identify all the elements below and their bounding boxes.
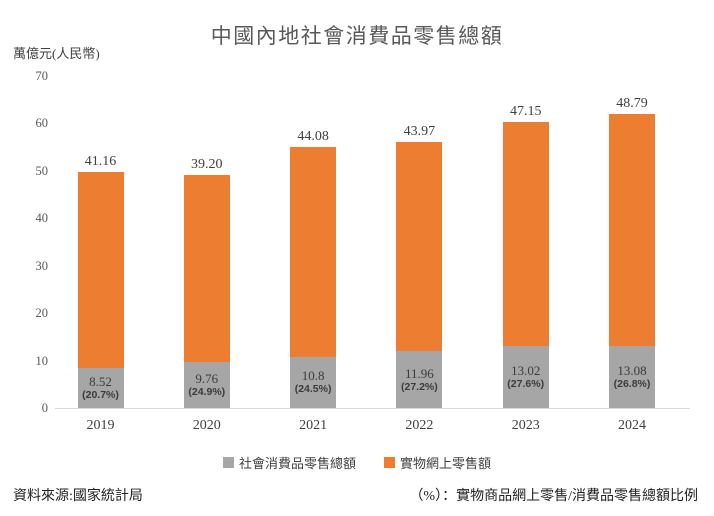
chart-title: 中國內地社會消費品零售總額: [210, 24, 504, 48]
percent-definition-note: （%）：實物商品網上零售/消費品零售總額比例: [409, 489, 698, 504]
legend-item-0: 社會消費品零售總額: [222, 453, 356, 472]
bar-2023-bottom-value-label: 13.02: [511, 363, 541, 379]
bar-2019-value-label: 41.16: [84, 154, 117, 170]
y-axis-tick-20: 20: [35, 306, 49, 320]
bar-2019-bottom-value-label: 8.52: [89, 373, 112, 389]
data-source-note: 資料來源:國家統計局: [13, 489, 143, 504]
y-axis-tick-0: 0: [41, 401, 48, 415]
bar-2021-segment-bottom: [290, 356, 337, 408]
bar-2022-inner-labels: 11.96 (27.2%): [379, 351, 459, 408]
x-axis-label-2023: 2023: [511, 418, 540, 433]
bar-2023-inner-labels: 13.02 (27.6%): [486, 346, 566, 408]
bar-2022-bottom-value-label: 11.96: [405, 365, 434, 381]
bar-2019-percent-label: (20.7%): [82, 388, 119, 401]
bar-2024-segment-top: [609, 114, 655, 346]
bar-2020-segment-bottom: [183, 361, 230, 408]
bar-2022-segment-top: [396, 142, 443, 352]
legend-label: 社會消費品零售總額: [238, 456, 356, 471]
bar-2024-inner-labels: 13.08 (26.8%): [592, 346, 672, 408]
bar-2022-segment-bottom: [396, 351, 443, 408]
bar-2021-segment-top: [290, 147, 337, 357]
bar-2023-value-label: 47.15: [509, 104, 542, 120]
y-axis-tick-10: 10: [35, 353, 49, 368]
bar-2021-value-label: 44.08: [297, 129, 329, 145]
y-axis-unit-label: 萬億元(人民幣): [13, 46, 100, 61]
x-axis-label-2024: 2024: [618, 418, 646, 433]
legend-label: 實物網上零售額: [400, 456, 492, 471]
bar-2024-bottom-value-label: 13.08: [617, 362, 647, 378]
x-axis-label-2021: 2021: [299, 418, 328, 433]
bar-2024-value-label: 48.79: [616, 96, 648, 112]
x-axis-label-2020: 2020: [192, 418, 221, 433]
bar-2020-value-label: 39.20: [191, 157, 223, 173]
bar-2023-segment-top: [502, 122, 549, 347]
legend-swatch-icon: [222, 457, 234, 468]
y-axis-tick-40: 40: [35, 211, 49, 225]
chart-legend: 社會消費品零售總額 實物網上零售額: [0, 453, 714, 472]
bar-2023-percent-label: (27.6%): [507, 378, 545, 391]
bar-2020-bottom-value-label: 9.76: [195, 370, 219, 386]
bar-2021-inner-labels: 10.8 (24.5%): [273, 357, 353, 408]
y-axis-tick-60: 60: [35, 116, 49, 130]
bar-2022-value-label: 43.97: [403, 124, 436, 140]
bar-2020-inner-labels: 9.76 (24.9%): [167, 362, 247, 408]
y-axis-tick-70: 70: [35, 68, 49, 83]
y-axis-tick-50: 50: [35, 163, 49, 178]
bar-2019-segment-top: [77, 172, 124, 368]
bar-2022-percent-label: (27.2%): [401, 380, 438, 393]
x-axis-label-2022: 2022: [405, 418, 434, 433]
legend-item-1: 實物網上零售額: [384, 453, 491, 472]
x-axis-line: [55, 408, 690, 409]
plot-area: 0 10 20 30 40 50 60 70 41.16 8.52 (20.7%) 2019 39.20…: [35, 68, 690, 433]
x-axis-label-2019: 2019: [86, 418, 115, 433]
bar-2019-inner-labels: 8.52 (20.7%): [61, 368, 141, 408]
y-axis-tick-30: 30: [35, 258, 49, 273]
bar-2024-segment-bottom: [609, 345, 655, 408]
bar-2020-percent-label: (24.9%): [188, 385, 226, 398]
bar-2024-percent-label: (26.8%): [613, 377, 651, 390]
bar-2019-segment-bottom: [77, 367, 124, 408]
bar-2020-segment-top: [183, 175, 230, 362]
bar-2021-bottom-value-label: 10.8: [301, 368, 325, 384]
bar-2023-segment-bottom: [502, 346, 549, 408]
legend-swatch-icon: [384, 457, 395, 468]
bar-2021-percent-label: (24.5%): [294, 383, 332, 396]
